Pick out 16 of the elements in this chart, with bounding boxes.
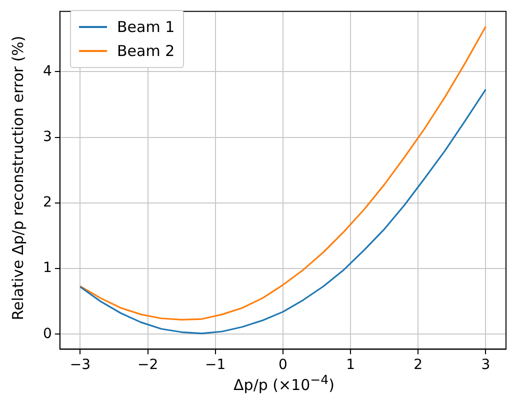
x-tick-label: 0	[278, 357, 288, 374]
y-tick-label: 3	[42, 128, 52, 145]
legend-label: Beam 2	[116, 41, 175, 62]
x-tick-label: −1	[205, 357, 226, 374]
y-tick-label: 2	[42, 194, 52, 211]
y-tick-label: 0	[42, 326, 52, 342]
x-tick-label: 1	[346, 357, 356, 374]
x-tick-label: 3	[481, 357, 490, 374]
y-axis-title: Relative Δp/p reconstruction error (%)	[9, 36, 27, 320]
x-tick-label: −3	[70, 357, 91, 374]
y-tick-label: 1	[42, 260, 52, 276]
x-tick-label: 2	[414, 357, 423, 374]
x-axis-title: Δp/p (×10$^{−4}$)	[232, 372, 336, 394]
x-tick-label: −2	[137, 357, 158, 374]
legend-label: Beam 1	[116, 17, 175, 38]
y-tick-label: 4	[42, 63, 52, 80]
